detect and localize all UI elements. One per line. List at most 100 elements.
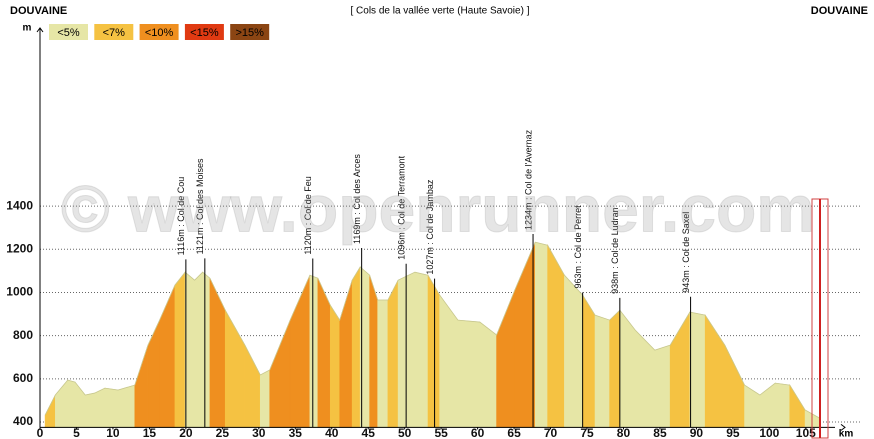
profile-segment (309, 274, 319, 428)
x-tick-label: 55 (434, 426, 448, 439)
legend-swatch (184, 24, 224, 40)
profile-segment (689, 311, 706, 428)
chart-title: [ Cols de la vallée verte (Haute Savoie)… (351, 6, 530, 17)
x-tick-label: 25 (216, 426, 230, 439)
profile-segment (339, 280, 353, 428)
legend-swatch (49, 24, 88, 40)
profile-segment (369, 275, 378, 428)
profile-segment (427, 274, 440, 428)
legend-swatch (94, 24, 134, 40)
profile-segment (104, 387, 119, 428)
profile-segment (184, 271, 195, 428)
profile-segment (514, 242, 536, 428)
col-label: 1121m : Col des Moises (195, 158, 205, 254)
profile-segment (269, 319, 291, 428)
profile-segment (414, 271, 429, 428)
profile (44, 241, 820, 428)
profile-segment (202, 271, 211, 428)
x-tick-label: 95 (726, 426, 740, 439)
axes: 400 600 800 1000 1200 1400 0 5 10 15 20 25 30 35 40 45 5… (6, 23, 853, 439)
x-tick-label: 40 (325, 426, 339, 439)
col-label: 963m : Col de Perret (573, 205, 583, 289)
x-axis-label: km (839, 429, 854, 439)
x-tick-label: 65 (507, 426, 521, 439)
profile-segment (654, 344, 671, 428)
profile-segment (479, 321, 497, 428)
col-label: 1169m : Col des Arces (352, 154, 362, 244)
x-tick-label: 80 (617, 426, 631, 439)
profile-segment (547, 244, 565, 428)
y-tick-label: 400 (13, 414, 33, 428)
x-tick-label: 5 (73, 426, 80, 439)
profile-segment (619, 309, 636, 428)
legend-label: >15% (235, 27, 264, 39)
x-tick-label: 15 (143, 426, 157, 439)
profile-segment (147, 319, 160, 428)
legend: <5% <7% <10% <15% >15% (49, 24, 270, 40)
profile-segment (759, 382, 776, 428)
profile-segment (534, 241, 548, 428)
profile-segment (582, 294, 596, 428)
legend-label: <5% (57, 27, 80, 39)
y-tick-label: 1400 (6, 198, 33, 212)
profile-segment (351, 265, 361, 428)
profile-segment (329, 304, 341, 428)
profile-segment (609, 309, 621, 428)
profile-segment (724, 345, 745, 428)
profile-line (44, 241, 820, 419)
profile-segment (774, 382, 791, 428)
profile-segment (594, 314, 610, 428)
legend-label: <7% (103, 27, 126, 39)
profile-segment (744, 384, 761, 428)
x-tick-label: 60 (471, 426, 485, 439)
y-tick-label: 800 (13, 328, 33, 342)
legend-swatch (230, 24, 270, 40)
profile-segment (67, 379, 76, 428)
x-tick-label: 45 (362, 426, 376, 439)
col-label: 943m : Col de Saxel (681, 212, 691, 293)
y-tick-label: 1000 (6, 285, 33, 299)
profile-segment (174, 271, 186, 428)
legend-label: <10% (145, 27, 174, 39)
profile-segment (159, 285, 176, 428)
profile-segment (387, 280, 399, 428)
start-label: DOUVAINE (10, 5, 67, 17)
y-arrow (36, 27, 44, 33)
x-tick-label: 105 (796, 426, 816, 439)
x-tick-label: 0 (37, 426, 44, 439)
annotations: 1116m : Col de Cou 1121m : Col des Moises… (176, 129, 692, 428)
y-tick-label: 600 (13, 371, 33, 385)
profile-segment (496, 289, 516, 428)
col-label: 1120m : Col de Feu (303, 176, 313, 254)
profile-segment (439, 294, 459, 428)
legend-swatch (139, 24, 179, 40)
profile-segment (259, 369, 271, 428)
profile-segment (564, 274, 583, 428)
profile-segment (94, 387, 106, 428)
x-tick-label: 85 (653, 426, 667, 439)
x-tick-label: 75 (580, 426, 594, 439)
profile-segment (209, 278, 226, 428)
profile-segment (244, 345, 261, 428)
x-arrow (840, 423, 846, 431)
legend-label: <15% (190, 27, 219, 39)
x-tick-label: 70 (544, 426, 558, 439)
col-label: 938m : Col de Ludran (610, 207, 620, 294)
y-tick-label: 1200 (6, 241, 33, 255)
x-tick-label: 50 (398, 426, 412, 439)
col-label: 1027m : Col de Jambaz (425, 179, 435, 275)
end-label: DOUVAINE (811, 5, 868, 17)
profile-segment (134, 345, 149, 428)
col-label: 1234m : Col de l'Avernaz (523, 129, 533, 230)
profile-segment (194, 271, 203, 428)
profile-segment (634, 329, 656, 428)
x-tick-label: 30 (252, 426, 266, 439)
x-tick-label: 90 (690, 426, 704, 439)
watermark: © www.openrunner.com (61, 171, 815, 245)
y-axis-label: m (23, 23, 32, 34)
x-tick-label: 35 (289, 426, 303, 439)
profile-segment (84, 392, 96, 428)
profile-segment (117, 384, 136, 428)
x-tick-label: 20 (179, 426, 193, 439)
